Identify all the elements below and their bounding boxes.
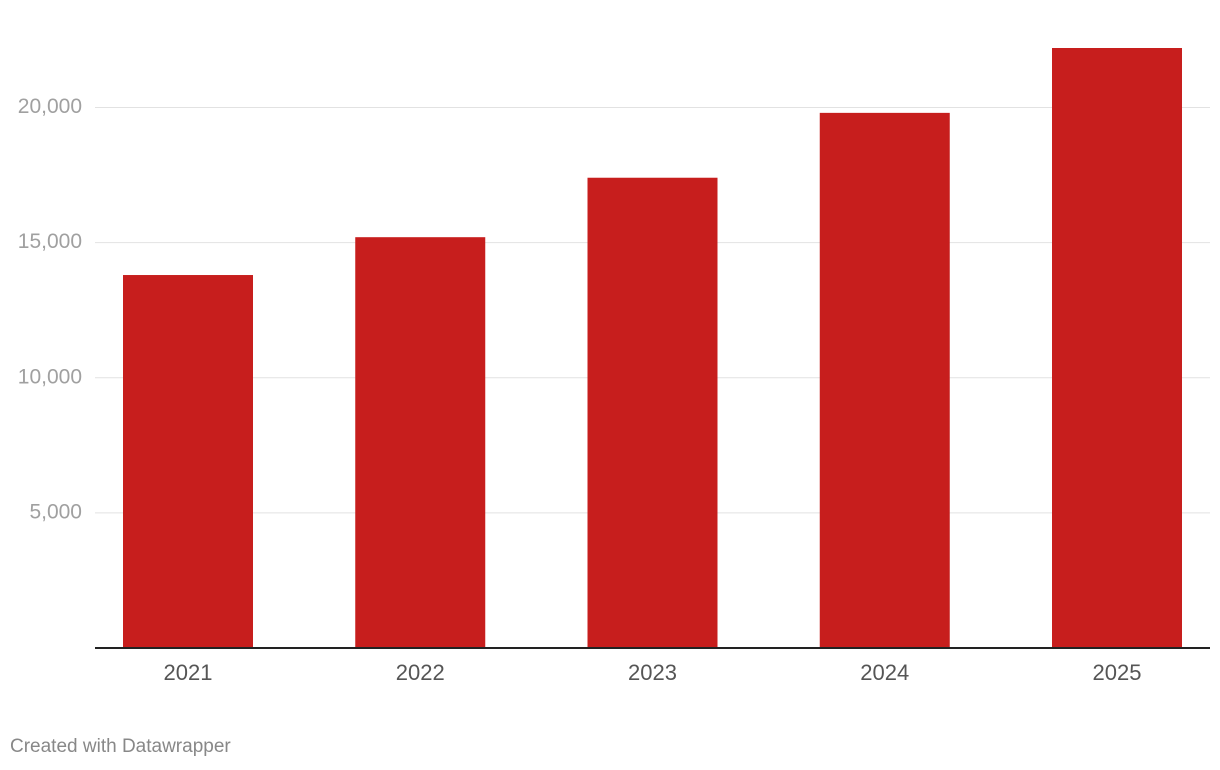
y-tick-label: 20,000: [18, 95, 82, 118]
x-tick-label: 2024: [860, 660, 909, 685]
bar: [355, 237, 486, 648]
y-tick-label: 15,000: [18, 230, 82, 253]
y-tick-label: 5,000: [29, 500, 82, 523]
bar: [1052, 48, 1182, 648]
y-tick-label: 10,000: [18, 365, 82, 388]
x-tick-label: 2022: [396, 660, 445, 685]
x-tick-label: 2025: [1093, 660, 1142, 685]
bar: [819, 112, 950, 648]
bar: [587, 177, 718, 648]
x-tick-label: 2023: [628, 660, 677, 685]
footer: Created with Datawrapper: [10, 736, 231, 757]
x-tick-label: 2021: [164, 660, 213, 685]
bar: [123, 275, 253, 648]
